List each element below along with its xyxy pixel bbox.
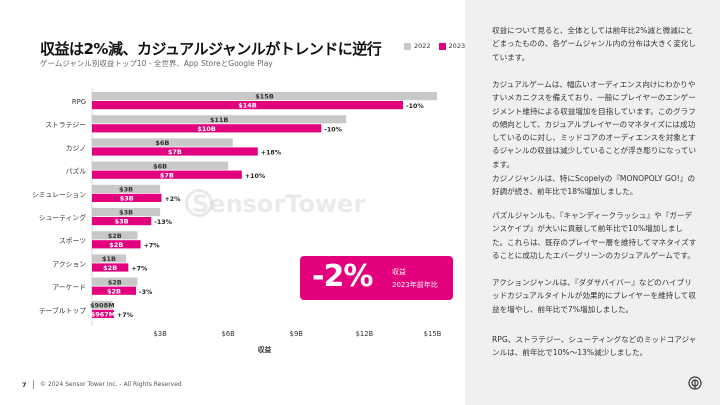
callout-label: 収益	[392, 268, 406, 276]
category-label: アクション	[52, 260, 86, 268]
legend-swatch-2023	[438, 42, 446, 50]
category-label: スポーツ	[59, 237, 86, 245]
commentary-paragraph-4: パズルジャンルも、『キャンディークラッシュ』や『ガーデンスケイプ』が大いに貢献し…	[492, 211, 697, 260]
change-label: +2%	[164, 196, 181, 203]
watermark-text: SensorTower	[192, 190, 366, 218]
category-label: テーブルトップ	[39, 306, 86, 315]
bar-label-2022: $3B	[119, 209, 133, 217]
change-label: +10%	[245, 173, 266, 180]
category-label: アーケード	[52, 284, 86, 292]
bar-label-2022: $6B	[153, 162, 167, 170]
yoy-callout: -2% 収益 2023年前年比	[300, 256, 453, 300]
sensor-tower-logo-icon	[688, 376, 702, 390]
page-title: 収益は2%減、カジュアルジャンルがトレンドに逆行	[40, 40, 382, 58]
x-axis-title: 収益	[258, 345, 272, 354]
change-label: -3%	[139, 289, 153, 296]
x-tick-label: $12B	[356, 330, 374, 338]
bar-2022	[92, 138, 233, 147]
watermark-logo-icon	[185, 189, 213, 217]
bar-chart: RPG$15B$14B -10%ストラテジー$11B$10B -10%カジノ$6B$…	[32, 88, 442, 354]
bar-2022	[92, 184, 161, 193]
bar-2023	[92, 309, 114, 318]
x-tick-label: $9B	[290, 330, 304, 338]
category-label: シミュレーション	[32, 191, 86, 199]
bar-2022	[92, 92, 438, 101]
legend-swatch-2022	[404, 42, 411, 50]
legend-label-2022: 2022	[414, 42, 431, 50]
bar-2023	[92, 217, 152, 226]
change-label: -10%	[406, 103, 424, 110]
bar-2023	[92, 170, 242, 179]
callout-value: -2%	[312, 259, 373, 294]
bar-label-2023: $3B	[115, 218, 129, 226]
bar-label-2022: $2B	[108, 232, 122, 240]
bar-2023	[92, 147, 258, 156]
category-label: パズル	[66, 167, 87, 176]
bar-label-2023: $10B	[197, 125, 216, 133]
x-tick-label: $6B	[222, 330, 236, 338]
legend-item-2022: 2022	[404, 42, 431, 50]
footer-divider	[33, 380, 34, 389]
bar-label-2022: $1B	[102, 255, 116, 263]
bar-2023	[92, 240, 141, 249]
commentary-paragraph-5: アクションジャンルは、『ダダサバイバー』などのハイブリッドカジュアルタイトルが効…	[492, 278, 696, 314]
chart-legend: 2022 2023	[404, 42, 469, 50]
bar-2023	[92, 193, 162, 202]
bar-2023	[92, 263, 129, 272]
category-label: RPG	[72, 98, 86, 106]
bar-label-2023: $2B	[103, 264, 117, 272]
commentary-paragraph-1: 収益について見ると、全体としては前年比2%減と微減にとどまったものの、各ゲームジ…	[492, 26, 697, 62]
page-subtitle: ゲームジャンル別収益トップ10 - 全世界、App StoreとGoogle P…	[40, 59, 273, 68]
commentary-paragraph-3: カジノジャンルは、特にScopelyの『MONOPOLY GO!』の好調が続き、…	[492, 174, 696, 197]
category-label: シューティング	[39, 213, 86, 222]
chart-panel	[0, 0, 465, 405]
bar-label-2023: $7B	[160, 171, 174, 179]
category-label: カジノ	[66, 144, 86, 152]
bar-label-2023: $3B	[120, 195, 134, 203]
callout-sublabel: 2023年前年比	[392, 281, 438, 289]
bar-label-2022: $15B	[255, 93, 274, 101]
bar-label-2023: $967M	[91, 311, 116, 319]
bar-label-2023: $14B	[238, 102, 257, 110]
page-number: 7	[22, 381, 27, 389]
commentary-paragraph-6: RPG、ストラテジー、シューティングなどのミッドコアジャンルは、前年比で10%〜…	[492, 335, 697, 358]
bar-2022	[92, 300, 113, 309]
commentary-panel	[465, 0, 720, 405]
copyright: © 2024 Sensor Tower Inc. - All Rights Re…	[40, 381, 182, 388]
bar-label-2023: $2B	[109, 241, 123, 249]
legend-item-2023: 2023	[438, 42, 466, 50]
bar-2022	[92, 231, 138, 240]
bar-label-2023: $7B	[168, 148, 182, 156]
x-tick-label: $15B	[424, 330, 442, 338]
change-label: +7%	[144, 242, 161, 249]
change-label: +18%	[261, 150, 282, 157]
bar-label-2022: $2B	[108, 278, 122, 286]
commentary-paragraph-2: カジュアルゲームは、幅広いオーディエンス向けにわかりやすいメカニクスを備えており…	[492, 80, 697, 169]
bar-label-2022: $3B	[119, 186, 133, 194]
bar-2022	[92, 208, 161, 217]
bar-2022	[92, 254, 127, 263]
bar-2022	[92, 161, 229, 170]
change-label: -10%	[324, 126, 342, 133]
change-label: +7%	[117, 312, 134, 319]
bar-2022	[92, 115, 347, 124]
bar-label-2022: $6B	[155, 139, 169, 147]
change-label: +7%	[131, 266, 148, 273]
bar-2023	[92, 101, 403, 110]
bar-2023	[92, 286, 137, 295]
bar-label-2022: $908M	[90, 302, 115, 310]
bar-2022	[92, 277, 138, 286]
bar-label-2022: $11B	[210, 116, 229, 124]
bar-2023	[92, 124, 322, 133]
change-label: -13%	[154, 219, 172, 226]
x-tick-label: $3B	[153, 330, 167, 338]
bar-label-2023: $2B	[107, 287, 121, 295]
category-label: ストラテジー	[45, 121, 86, 129]
legend-label-2023: 2023	[448, 42, 466, 50]
